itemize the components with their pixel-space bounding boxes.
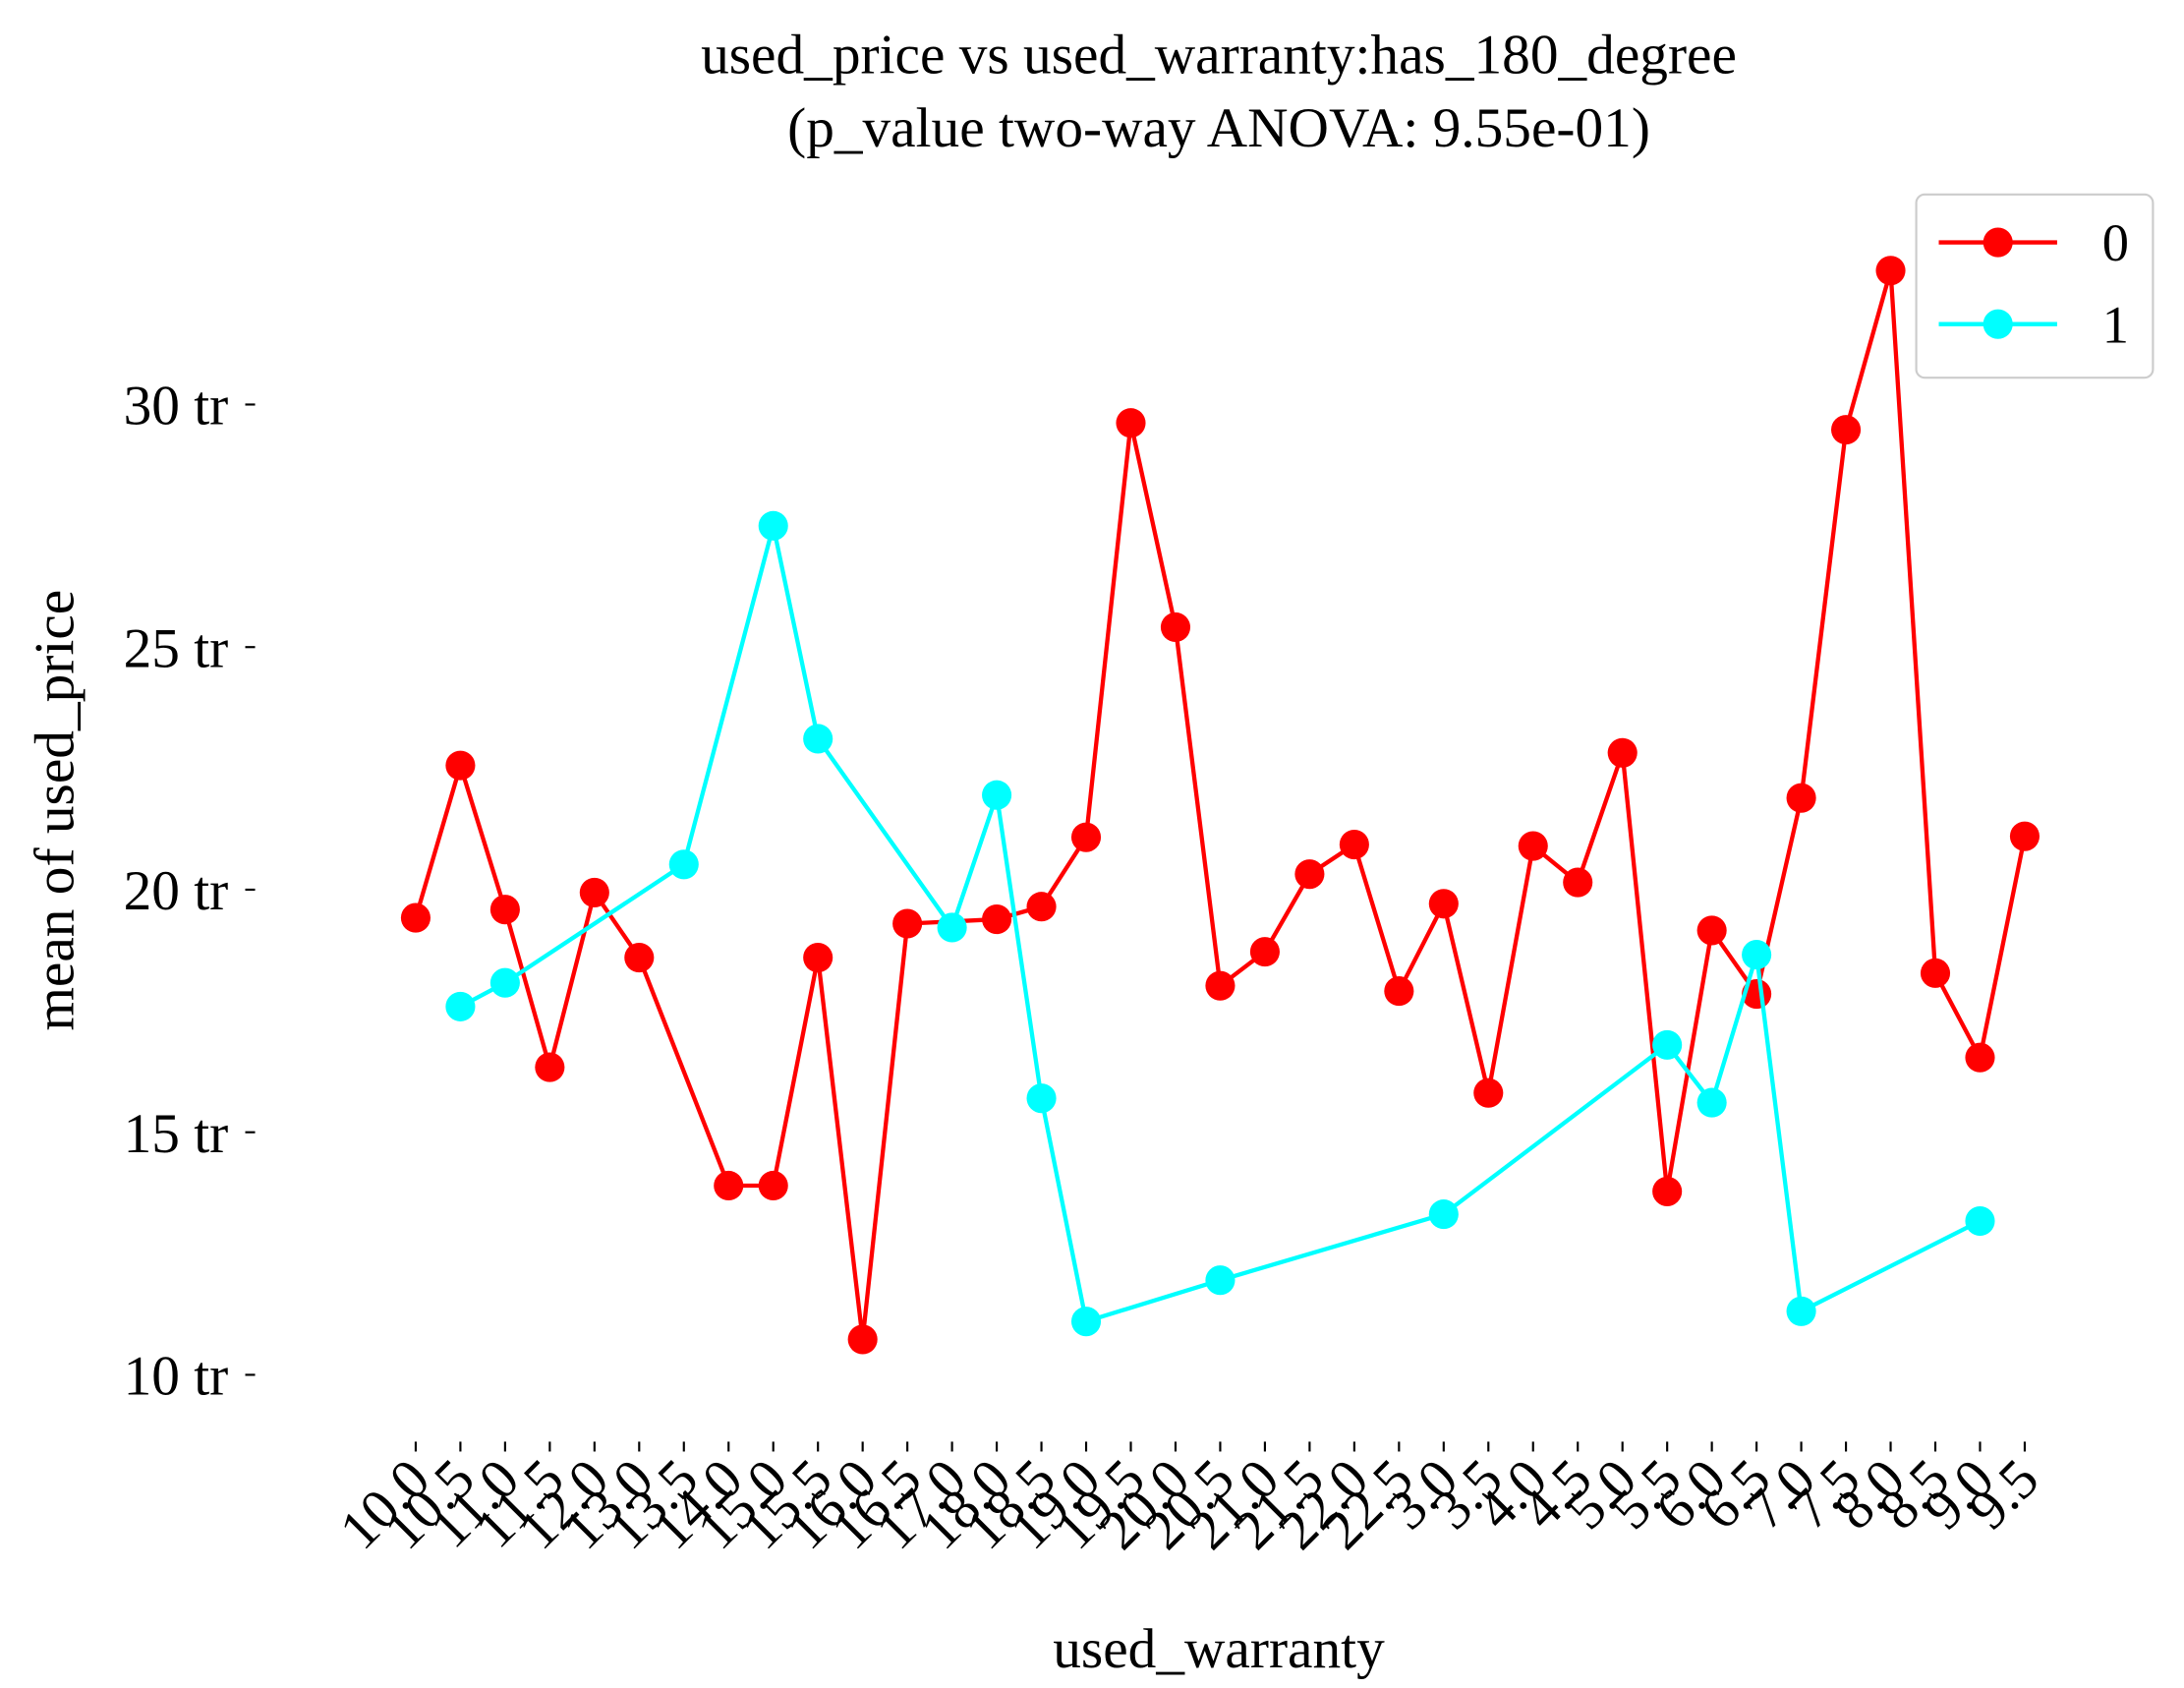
- point: [579, 877, 609, 907]
- point: [758, 510, 788, 541]
- point: [1563, 867, 1593, 898]
- legend-label: 0: [2102, 212, 2129, 272]
- point: [1384, 976, 1414, 1007]
- point: [445, 991, 476, 1021]
- point: [847, 1324, 878, 1355]
- point: [1249, 937, 1280, 967]
- point: [2009, 821, 2040, 851]
- point: [1696, 1087, 1727, 1118]
- point: [758, 1170, 788, 1201]
- point: [1607, 737, 1638, 768]
- point: [668, 849, 699, 880]
- point: [489, 967, 520, 998]
- point: [1652, 1176, 1683, 1206]
- point: [1428, 889, 1459, 919]
- point: [1026, 892, 1057, 922]
- x-axis-label: used_warranty: [1053, 1618, 1385, 1680]
- point: [1294, 859, 1325, 890]
- y-tick-label: 10 tr: [124, 1346, 229, 1408]
- point: [1473, 1077, 1504, 1108]
- series-line: [459, 525, 1982, 1324]
- point: [982, 780, 1012, 810]
- point: [982, 904, 1012, 935]
- point: [714, 1170, 744, 1201]
- point: [624, 942, 655, 973]
- point: [1518, 831, 1548, 861]
- point: [1965, 1042, 1995, 1073]
- point: [1742, 940, 1772, 970]
- point: [1339, 830, 1369, 860]
- point: [1160, 611, 1191, 643]
- point: [1026, 1083, 1057, 1114]
- y-tick-label: 15 tr: [124, 1103, 229, 1165]
- point: [1652, 1029, 1683, 1060]
- point: [535, 1052, 565, 1082]
- legend-label: 1: [2102, 294, 2129, 354]
- chart-subtitle: (p_value two-way ANOVA: 9.55e-01): [787, 97, 1650, 159]
- point: [937, 912, 967, 943]
- point: [1831, 415, 1862, 445]
- legend: 01: [1915, 193, 2155, 379]
- point: [1070, 822, 1102, 852]
- point: [1116, 408, 1146, 438]
- point: [803, 724, 833, 754]
- point: [1920, 958, 1951, 988]
- legend-marker: [1983, 309, 2013, 339]
- point: [1205, 1265, 1236, 1296]
- y-tick-label: 20 tr: [124, 860, 229, 922]
- y-tick-label: 30 tr: [124, 376, 229, 437]
- y-axis-label: mean of used_price: [25, 590, 86, 1031]
- point: [400, 902, 431, 933]
- y-tick-label: 25 tr: [124, 617, 229, 679]
- point: [1875, 256, 1906, 286]
- point: [892, 908, 923, 939]
- point: [1428, 1199, 1459, 1230]
- point: [489, 895, 520, 925]
- point: [1786, 783, 1816, 813]
- point: [1965, 1205, 1995, 1237]
- point: [1205, 970, 1236, 1001]
- legend-marker: [1983, 227, 2013, 258]
- point: [1696, 915, 1727, 946]
- point: [803, 942, 833, 973]
- point: [445, 750, 476, 781]
- chart-title: used_price vs used_warranty:has_180_degr…: [701, 25, 1737, 87]
- point: [1786, 1296, 1816, 1326]
- point: [1070, 1307, 1102, 1337]
